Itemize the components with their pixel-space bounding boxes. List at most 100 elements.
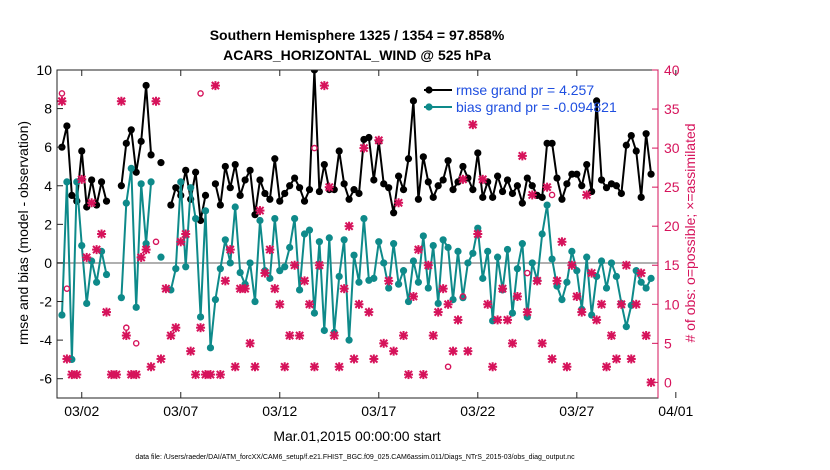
- assimilated-marker: [448, 346, 458, 356]
- assimilated-marker: [225, 245, 235, 255]
- assimilated-marker: [512, 291, 522, 301]
- bias-point: [543, 201, 551, 209]
- plot-area: 03/02 03/07 03/12 03/17 03/22 03/27 04/01 -6 -4 -…: [36, 62, 693, 419]
- rmse-point: [568, 170, 576, 178]
- assimilated-marker: [611, 354, 621, 364]
- rmse-point: [593, 97, 601, 105]
- assimilated-marker: [285, 331, 295, 341]
- rmse-point: [167, 201, 175, 209]
- legend-rmse-swatch-marker: [425, 86, 433, 94]
- bias-point: [102, 270, 111, 279]
- rmse-point: [305, 186, 314, 194]
- possible-marker: [58, 90, 66, 97]
- rmse-point: [201, 191, 210, 200]
- assimilated-marker: [389, 346, 399, 356]
- y-left-tick-label: -4: [40, 332, 53, 348]
- assimilated-marker: [339, 284, 349, 294]
- bias-point: [607, 259, 616, 267]
- rmse-point: [241, 176, 249, 184]
- rmse-point: [494, 172, 502, 180]
- rmse-point: [647, 170, 655, 178]
- bias-point: [503, 245, 512, 254]
- y-left-tick-label: -2: [40, 294, 53, 310]
- assimilated-marker: [399, 331, 409, 341]
- rmse-point: [523, 174, 531, 182]
- rmse-point: [68, 191, 76, 200]
- rmse-point: [399, 186, 408, 194]
- bias-point: [231, 203, 239, 211]
- rmse-point: [157, 159, 165, 167]
- chart-title: Southern Hemisphere 1325 / 1354 = 97.858…: [210, 27, 505, 43]
- assimilated-marker: [562, 362, 572, 372]
- assimilated-marker: [542, 182, 552, 192]
- bias-point: [375, 238, 383, 246]
- assimilated-marker: [418, 370, 428, 380]
- bias-point: [226, 259, 234, 267]
- assimilated-marker: [166, 331, 176, 341]
- assimilated-marker: [161, 284, 171, 294]
- possible-marker: [444, 363, 452, 371]
- assimilated-marker: [503, 315, 513, 325]
- assimilated-marker: [408, 291, 418, 301]
- rmse-point: [578, 182, 586, 190]
- rmse-point: [538, 193, 546, 201]
- rmse-point: [122, 139, 130, 147]
- bias-point: [558, 296, 566, 304]
- bias-point: [484, 247, 492, 255]
- bias-point: [538, 230, 546, 238]
- assimilated-marker: [433, 307, 443, 317]
- assimilated-marker: [156, 354, 166, 364]
- bias-point: [172, 265, 180, 273]
- y-left-tick-label: 4: [44, 178, 52, 194]
- assimilated-marker: [517, 151, 527, 161]
- possible-marker: [152, 238, 160, 246]
- assimilated-marker: [493, 315, 503, 325]
- rmse-point: [132, 168, 140, 176]
- rmse-point: [117, 182, 125, 190]
- bias-point: [246, 259, 254, 267]
- x-tick-label: 03/12: [262, 403, 297, 419]
- rmse-point: [63, 122, 71, 130]
- bias-point: [568, 247, 576, 255]
- rmse-point: [390, 209, 398, 217]
- x-axis-label: Mar.01,2015 00:00:00 start: [273, 428, 440, 444]
- assimilated-marker: [592, 315, 602, 325]
- assimilated-marker: [220, 276, 230, 286]
- assimilated-marker: [191, 370, 201, 380]
- rmse-point: [503, 176, 512, 184]
- assimilated-marker: [349, 354, 359, 364]
- rmse-point: [597, 176, 606, 184]
- bias-point: [117, 294, 125, 302]
- bias-point: [390, 240, 398, 248]
- rmse-point: [310, 70, 319, 74]
- x-tick-label: 03/07: [163, 403, 198, 419]
- y-right-tick-label: 20: [664, 218, 680, 234]
- rmse-point: [276, 197, 284, 205]
- assimilated-marker: [572, 291, 582, 301]
- x-tick-label: 03/27: [559, 403, 594, 419]
- rmse-point: [489, 193, 497, 201]
- rmse-point: [424, 178, 432, 186]
- y-right-tick-label: 15: [664, 257, 680, 273]
- bias-point: [122, 199, 130, 207]
- rmse-point: [172, 184, 180, 192]
- rmse-point: [588, 187, 596, 196]
- bias-point: [192, 214, 200, 223]
- chart-subtitle: ACARS_HORIZONTAL_WIND @ 525 hPa: [223, 47, 491, 63]
- assimilated-marker: [438, 284, 448, 294]
- rmse-point: [137, 137, 145, 145]
- y-axis-label-left: rmse and bias (model - observation): [15, 121, 31, 345]
- bias-point: [256, 216, 264, 225]
- x-tick-label: 03/22: [460, 403, 495, 419]
- rmse-point: [320, 160, 328, 169]
- assimilated-marker: [151, 96, 161, 106]
- bias-point: [350, 251, 358, 259]
- rmse-point: [246, 166, 254, 174]
- assimilated-marker: [631, 299, 641, 309]
- bias-point: [380, 259, 388, 267]
- possible-marker: [197, 90, 204, 97]
- bias-point: [370, 274, 378, 282]
- rmse-point: [142, 81, 150, 90]
- bias-point: [196, 313, 205, 321]
- rmse-point: [182, 166, 190, 174]
